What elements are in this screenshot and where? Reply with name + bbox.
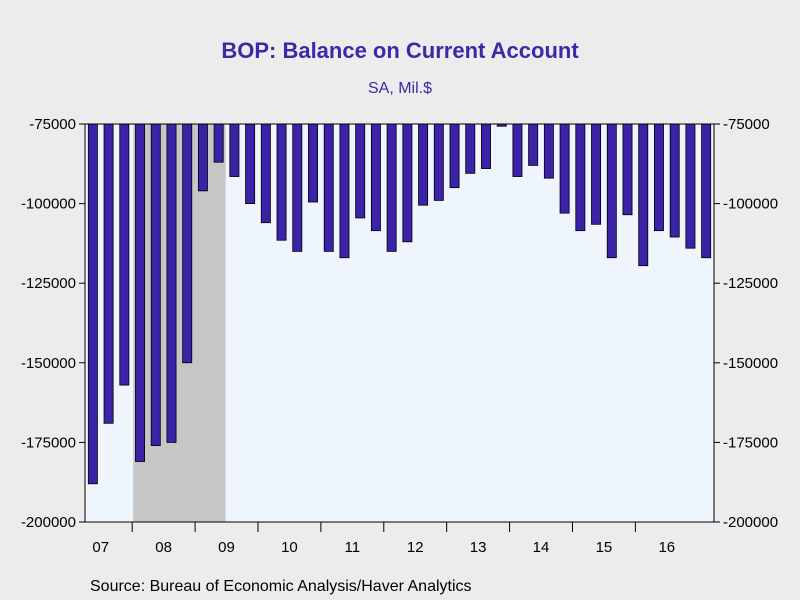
x-tick-label: 07 — [92, 539, 109, 556]
y-tick-label-right: -125000 — [723, 275, 778, 292]
y-tick-label-left: -125000 — [21, 275, 76, 292]
bar-13Q2 — [465, 123, 476, 174]
bar-15Q2 — [591, 123, 602, 225]
x-tick-label: 08 — [155, 539, 172, 556]
bar-08Q3 — [166, 123, 177, 443]
axes: -75000 -75000 -100000 -100000 -125000 -125000… — [21, 116, 778, 556]
plot-frame — [84, 123, 715, 523]
bar-09Q1 — [197, 123, 208, 192]
bar-14Q2 — [528, 123, 539, 166]
y-tick-label-left: -175000 — [21, 434, 76, 451]
bar-12Q3 — [418, 123, 429, 206]
y-tick-label-right: -150000 — [723, 355, 778, 372]
bar-15Q4 — [622, 123, 633, 216]
bar-14Q4 — [559, 123, 570, 214]
bar-12Q1 — [386, 123, 397, 252]
chart-subtitle: SA, Mil.$ — [367, 80, 432, 97]
x-tick-label: 14 — [533, 539, 550, 556]
bar-09Q3 — [229, 123, 240, 177]
x-tick-label: 13 — [470, 539, 487, 556]
bar-16Q4 — [685, 123, 696, 249]
bar-07Q3 — [103, 123, 114, 424]
y-tick-label-right: -175000 — [723, 434, 778, 451]
x-tick-label: 10 — [281, 539, 298, 556]
bar-10Q4 — [308, 123, 318, 203]
bar-09Q2 — [213, 123, 224, 163]
chart-title: BOP: Balance on Current Account — [221, 38, 579, 63]
bar-12Q4 — [433, 123, 444, 201]
y-tick-label-left: -200000 — [21, 514, 76, 531]
bar-15Q3 — [606, 123, 617, 259]
x-tick-label: 16 — [658, 539, 675, 556]
source-note: Source: Bureau of Economic Analysis/Have… — [90, 578, 472, 595]
y-tick-label-right: -75000 — [723, 116, 770, 133]
bar-10Q3 — [292, 123, 303, 252]
bar-08Q1 — [135, 123, 145, 462]
y-tick-label-left: -100000 — [21, 196, 76, 213]
bar-16Q1 — [638, 123, 649, 267]
bar-13Q3 — [481, 123, 491, 169]
bar-14Q1 — [512, 123, 523, 177]
bar-11Q2 — [339, 123, 350, 259]
bar-14Q3 — [543, 123, 554, 179]
x-tick-label: 15 — [596, 539, 613, 556]
bar-10Q1 — [260, 123, 271, 224]
bar-12Q2 — [402, 123, 413, 243]
bar-11Q1 — [323, 123, 334, 252]
bar-07Q2 — [87, 123, 98, 485]
bar-08Q4 — [182, 123, 193, 364]
bar-10Q2 — [276, 123, 287, 241]
bar-series — [87, 123, 712, 485]
recession-shading — [133, 124, 226, 522]
x-tick-label: 12 — [407, 539, 424, 556]
bar-08Q2 — [150, 123, 161, 446]
y-tick-label-left: -75000 — [29, 116, 76, 133]
bar-17Q1 — [701, 123, 712, 259]
y-tick-label-right: -200000 — [723, 514, 778, 531]
y-tick-label-right: -100000 — [723, 196, 778, 213]
bar-11Q4 — [370, 123, 381, 232]
bar-09Q4 — [245, 123, 256, 204]
y-tick-label-left: -150000 — [21, 355, 76, 372]
bar-16Q3 — [669, 123, 680, 238]
x-tick-label: 11 — [345, 539, 361, 556]
x-tick-label: 09 — [218, 539, 235, 556]
bar-07Q4 — [119, 123, 130, 386]
bar-11Q3 — [355, 123, 366, 219]
bar-13Q1 — [449, 123, 460, 189]
bar-15Q1 — [575, 123, 586, 232]
bar-16Q2 — [654, 123, 664, 232]
